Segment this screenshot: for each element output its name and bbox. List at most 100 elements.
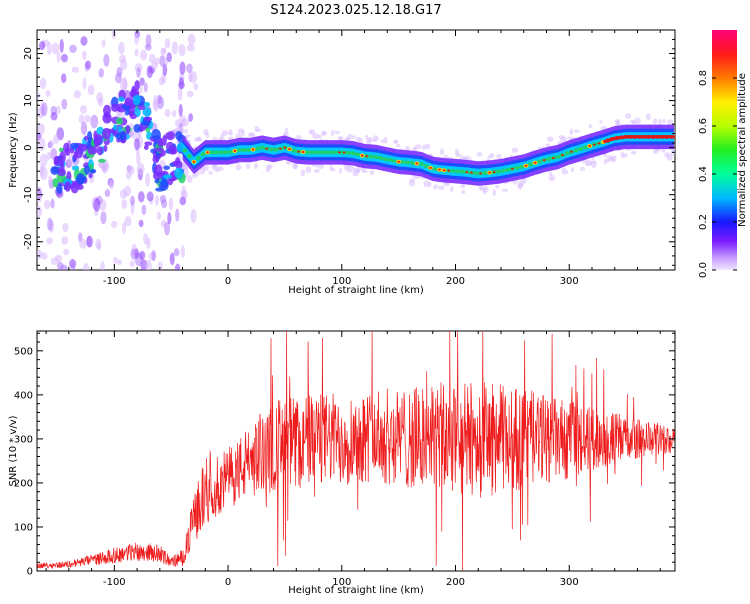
spectrogram-noise-blob bbox=[103, 53, 110, 67]
colorbar-tick-label: 0.4 bbox=[698, 166, 709, 182]
spectrogram-ridge-peak bbox=[514, 165, 520, 170]
spectrogram-ridge-hot bbox=[442, 169, 446, 172]
spectrogram-halo-blob bbox=[184, 134, 191, 138]
spectrogram-noise-blob bbox=[90, 114, 99, 129]
spectrogram-halo-blob bbox=[603, 153, 608, 157]
spectrogram-ridge-hot bbox=[365, 155, 369, 158]
spectrogram-ridge-hot bbox=[415, 162, 419, 165]
spectrogram-halo-blob bbox=[396, 143, 401, 148]
spectrogram-ridge-hot bbox=[233, 149, 237, 152]
spectrogram-noise-blob bbox=[118, 41, 125, 55]
spectrogram-noise-core bbox=[172, 160, 180, 166]
spectrogram-ridge-peak bbox=[218, 150, 224, 155]
spectrogram-noise-blob bbox=[158, 77, 165, 86]
spectrogram-noise-blob bbox=[86, 235, 93, 248]
spectrogram-noise-blob bbox=[143, 82, 148, 93]
spectrogram-halo-blob bbox=[615, 119, 620, 126]
spectrogram-halo-blob bbox=[546, 136, 554, 143]
spectrogram-halo-blob bbox=[585, 159, 593, 166]
spectrogram-noise-blob bbox=[186, 175, 193, 183]
spectrogram-noise-blob bbox=[123, 185, 132, 197]
snr-x-tick-label: 200 bbox=[446, 577, 465, 588]
spectrogram-ridge-peak bbox=[482, 170, 488, 175]
spectrogram-noise-core bbox=[134, 80, 140, 91]
spectrogram-noise-blob bbox=[178, 103, 183, 117]
spectrogram-ridge-peak bbox=[305, 150, 311, 155]
snr-y-tick-label: 300 bbox=[14, 434, 33, 445]
spectrogram-ridge-peak bbox=[382, 156, 388, 161]
spectrogram-noise-blob bbox=[121, 222, 127, 235]
snr-y-tick-label: 500 bbox=[14, 346, 33, 357]
spectrogram-noise-core bbox=[63, 142, 70, 154]
spectrogram-noise-core bbox=[103, 144, 108, 152]
spectrogram-noise-blob bbox=[40, 252, 48, 260]
spectrogram-noise-blob bbox=[104, 189, 111, 198]
spectrogram-ridge-peak bbox=[268, 147, 274, 152]
spectrogram-ridge-peak bbox=[537, 159, 543, 164]
spectrogram-noise-blob bbox=[50, 198, 55, 209]
spectrogram-halo-blob bbox=[590, 160, 598, 164]
spectrogram-ridge-line bbox=[602, 135, 675, 144]
spectrogram-noise-core bbox=[118, 96, 125, 102]
spectrogram-ridge-peak bbox=[246, 148, 252, 152]
spectrogram-halo-blob bbox=[196, 137, 200, 141]
spectrogram-ridge-peak bbox=[314, 150, 320, 155]
spectrogram-halo-blob bbox=[255, 128, 262, 132]
spectrogram-noise-blob bbox=[151, 250, 156, 261]
spectrogram-halo-blob bbox=[645, 113, 651, 121]
spectrogram-noise-core bbox=[162, 134, 167, 147]
spectrogram-x-ticks: -100 0 100 200 300 bbox=[45, 30, 661, 287]
spectrogram-noise-core bbox=[124, 97, 134, 107]
spectrogram-noise-blob bbox=[167, 212, 172, 225]
spectrogram-halo-blob bbox=[443, 154, 449, 159]
spectrogram-noise-core bbox=[83, 165, 91, 175]
spectrogram-halo-blob bbox=[661, 118, 666, 124]
spectrogram-ridge-hot bbox=[470, 171, 473, 174]
spectrogram-ridge-hot bbox=[338, 151, 341, 154]
spectrogram-noise-blob bbox=[175, 208, 180, 222]
spectrogram-noise-blob bbox=[61, 53, 68, 63]
spectrogram-ridge-peak bbox=[582, 145, 588, 150]
spectrogram-halo-blob bbox=[611, 155, 617, 163]
spectrogram-noise-blob bbox=[61, 98, 68, 110]
spectrogram-ridge-peak bbox=[400, 160, 406, 165]
spectrogram-noise-blob bbox=[164, 221, 171, 236]
spectrogram-ridge-peak bbox=[241, 148, 247, 152]
spectrogram-noise-core bbox=[163, 165, 171, 170]
spectrogram-noise-core bbox=[152, 155, 160, 164]
snr-x-tick-label: 100 bbox=[332, 577, 351, 588]
spectrogram-halo-blob bbox=[661, 149, 666, 153]
spectrogram-noise-core bbox=[52, 178, 59, 188]
spectrogram-ridge-peak bbox=[355, 152, 361, 157]
spectrogram-ridge-peak bbox=[578, 147, 584, 152]
spectrogram-halo-blob bbox=[438, 185, 445, 191]
spectrogram-halo-blob bbox=[352, 135, 356, 139]
spectrogram-x-tick-label: 100 bbox=[332, 276, 351, 287]
spectrogram-noise-core bbox=[133, 123, 141, 133]
spectrogram-noise-blob bbox=[157, 261, 163, 270]
spectrogram-noise-core bbox=[154, 147, 164, 152]
spectrogram-noise-blob bbox=[98, 161, 105, 169]
spectrogram-halo-blob bbox=[208, 170, 214, 175]
spectrogram-ridge-peak bbox=[496, 169, 502, 174]
spectrogram-noise-blob bbox=[114, 72, 122, 84]
spectrogram-noise-blob bbox=[186, 63, 193, 74]
spectrogram-y-ticks: -20 -10 0 10 20 bbox=[23, 29, 675, 266]
spectrogram-noise-core bbox=[59, 151, 66, 163]
spectrogram-noise-blob bbox=[179, 114, 186, 122]
spectrogram-halo-blob bbox=[265, 166, 270, 173]
spectrogram-ridge-hot bbox=[342, 151, 346, 154]
spectrogram-noise-blob bbox=[50, 257, 59, 266]
spectrogram-noise-blob bbox=[48, 140, 54, 148]
spectrogram-noise-core bbox=[98, 158, 106, 163]
colorbar-tick-label: 0.6 bbox=[698, 118, 709, 134]
snr-panel: -100 0 100 200 300 0 100 200 300 400 500 Height o… bbox=[8, 330, 676, 596]
spectrogram-noise-blob bbox=[59, 38, 64, 53]
spectrogram-noise-blob bbox=[161, 199, 168, 209]
spectrogram-noise-blob bbox=[51, 42, 60, 55]
spectrogram-halo-blob bbox=[631, 150, 637, 155]
snr-x-tick-label: 300 bbox=[560, 577, 579, 588]
snr-y-tick-label: 200 bbox=[14, 478, 33, 489]
spectrogram-halo-blob bbox=[561, 167, 567, 175]
spectrogram-ridge-hot bbox=[438, 168, 441, 171]
